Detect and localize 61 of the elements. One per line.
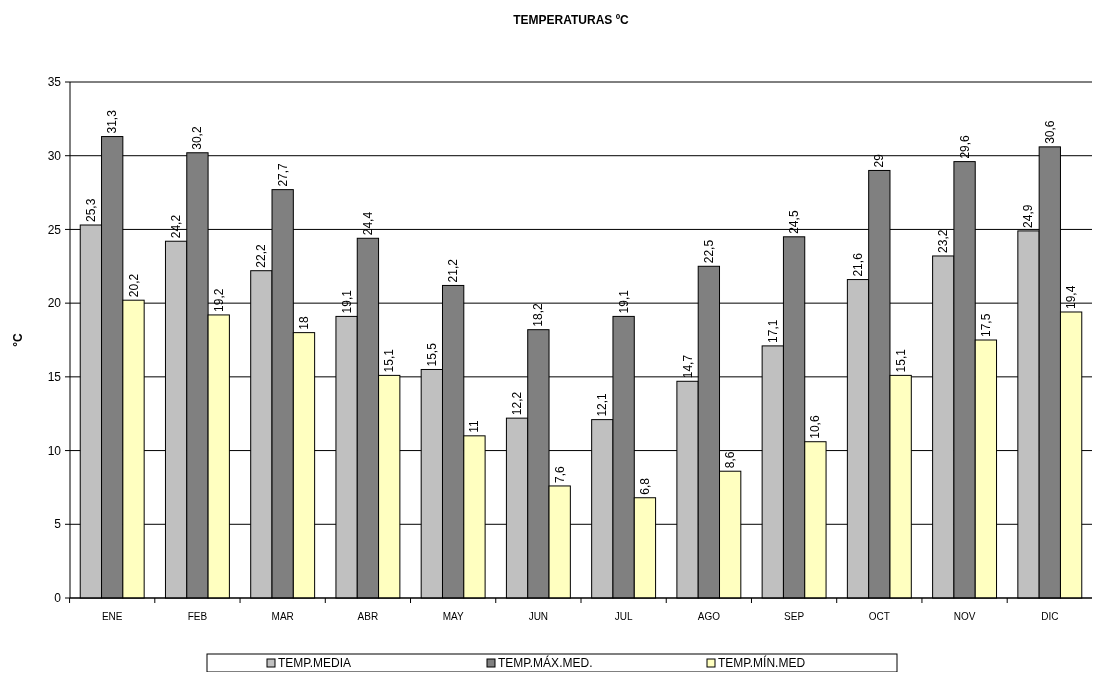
data-label: 15,1 [382,348,397,373]
y-tick-label: 35 [47,75,62,90]
data-label: 19,4 [1064,285,1079,309]
legend-label: TEMP.MEDIA [278,656,352,670]
data-label: 24,2 [169,214,184,239]
x-tick-label: ABR [357,611,379,622]
data-label: 24,5 [787,210,802,234]
x-tick-label: JUN [528,611,549,622]
data-label: 21,6 [851,252,866,277]
data-label: 10,6 [808,415,823,439]
data-label: 12,1 [595,392,610,417]
data-label: 18 [296,315,311,330]
data-label: 12,2 [510,391,525,416]
x-tick-label: DIC [1041,611,1059,622]
data-label: 19,1 [616,289,631,314]
data-label: 31,3 [105,109,120,134]
data-label: 11 [467,420,482,433]
y-tick-label: 20 [47,296,62,311]
x-tick-label: NOV [953,611,976,622]
chart-title: TEMPERATURAS ºC [513,13,630,27]
data-label: 14,7 [680,354,695,379]
data-label: 19,1 [339,289,354,314]
y-tick-label: 30 [47,148,62,163]
data-label: 29,6 [957,134,972,159]
legend-label: TEMP.MÍN.MED [718,655,806,670]
data-label: 30,6 [1042,120,1057,144]
data-label: 19,2 [211,288,226,312]
y-tick-label: 0 [54,591,62,606]
data-label: 24,9 [1021,204,1036,228]
data-label: 8,6 [723,451,738,469]
x-tick-label: AGO [697,611,721,622]
y-tick-label: 5 [54,517,62,532]
x-tick-label: FEB [187,611,208,622]
y-axis-title: °C [11,332,25,347]
x-tick-label: MAY [442,611,464,622]
data-label: 15,1 [893,348,908,373]
y-tick-label: 25 [47,222,62,237]
data-label: 18,2 [531,303,546,327]
y-tick-label: 15 [47,370,62,385]
data-label: 27,7 [275,162,290,187]
data-label: 7,6 [552,465,567,483]
data-label: 25,3 [83,198,98,223]
data-label: 17,5 [978,313,993,337]
data-label: 22,2 [254,244,269,268]
data-label: 29 [872,153,887,168]
data-label: 15,5 [424,342,439,367]
data-label: 20,2 [126,273,141,298]
legend-label: TEMP.MÁX.MED. [498,655,593,670]
y-tick-label: 10 [47,443,62,458]
x-tick-label: OCT [868,611,890,622]
data-label: 30,2 [190,126,205,150]
data-label: 6,8 [637,477,652,495]
data-label: 24,4 [360,211,375,236]
data-label: 17,1 [765,319,780,343]
data-label: 22,5 [701,239,716,264]
x-tick-label: MAR [271,611,294,622]
x-tick-label: SEP [784,611,805,622]
data-label: 21,2 [446,258,461,283]
data-label: 23,2 [936,229,951,253]
x-tick-label: JUL [614,611,633,622]
x-tick-label: ENE [101,611,123,622]
